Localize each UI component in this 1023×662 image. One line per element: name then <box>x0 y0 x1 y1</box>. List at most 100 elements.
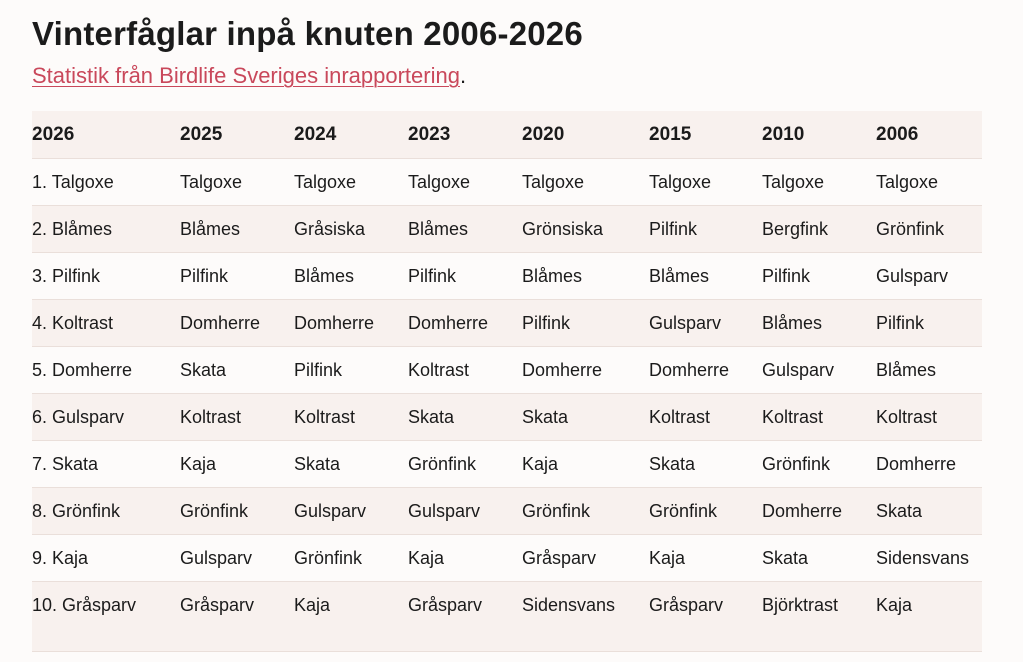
table-cell: Björktrast <box>762 581 876 652</box>
table-cell: Kaja <box>522 440 649 488</box>
table-cell: Pilfink <box>522 299 649 347</box>
table-cell: 4. Koltrast <box>32 299 180 347</box>
table-cell: Talgoxe <box>762 158 876 206</box>
table-cell: Domherre <box>876 440 982 488</box>
table-cell: Skata <box>649 440 762 488</box>
table-cell: Koltrast <box>649 393 762 441</box>
source-link[interactable]: Statistik från Birdlife Sveriges inrappo… <box>32 63 460 88</box>
table-cell: Gråsiska <box>294 205 408 253</box>
table-cell: 5. Domherre <box>32 346 180 394</box>
table-cell: Koltrast <box>294 393 408 441</box>
table-cell: Koltrast <box>408 346 522 394</box>
table-cell: Bergfink <box>762 205 876 253</box>
table-cell: Pilfink <box>294 346 408 394</box>
column-header: 2026 <box>32 111 180 159</box>
column-header: 2020 <box>522 111 649 159</box>
table-cell: 3. Pilfink <box>32 252 180 300</box>
table-cell: Gråsparv <box>180 581 294 652</box>
table-cell: Domherre <box>762 487 876 535</box>
table-cell: 1. Talgoxe <box>32 158 180 206</box>
table-cell: Skata <box>876 487 982 535</box>
table-cell: Gulsparv <box>408 487 522 535</box>
table-cell: Skata <box>762 534 876 582</box>
table-cell: Skata <box>294 440 408 488</box>
bird-ranking-table: 2026 2025 2024 2023 2020 2015 2010 2006 … <box>32 111 982 652</box>
table-cell: Domherre <box>522 346 649 394</box>
table-cell: Kaja <box>294 581 408 652</box>
table-cell: Blåmes <box>876 346 982 394</box>
table-cell: Grönfink <box>876 205 982 253</box>
table-cell: Domherre <box>180 299 294 347</box>
table-cell: Skata <box>408 393 522 441</box>
column-header: 2025 <box>180 111 294 159</box>
table-cell: Koltrast <box>180 393 294 441</box>
table-cell: Blåmes <box>408 205 522 253</box>
table-row: 7. Skata Kaja Skata Grönfink Kaja Skata … <box>32 440 982 488</box>
table-cell: Domherre <box>294 299 408 347</box>
column-header: 2006 <box>876 111 982 159</box>
table-cell: Gulsparv <box>762 346 876 394</box>
table-cell: Grönfink <box>649 487 762 535</box>
table-cell: Gråsparv <box>649 581 762 652</box>
table-cell: Blåmes <box>180 205 294 253</box>
table-cell: Blåmes <box>294 252 408 300</box>
table-cell: Gulsparv <box>649 299 762 347</box>
column-header: 2015 <box>649 111 762 159</box>
table-cell: Blåmes <box>762 299 876 347</box>
article-section: Vinterfåglar inpå knuten 2006-2026 Stati… <box>32 14 982 652</box>
table-cell: 10. Gråsparv <box>32 581 180 652</box>
column-header: 2023 <box>408 111 522 159</box>
table-cell: Pilfink <box>876 299 982 347</box>
table-cell: 7. Skata <box>32 440 180 488</box>
table-cell: Pilfink <box>408 252 522 300</box>
table-cell: Domherre <box>408 299 522 347</box>
table-cell: Grönfink <box>294 534 408 582</box>
table-cell: Talgoxe <box>408 158 522 206</box>
table-cell: Talgoxe <box>180 158 294 206</box>
table-cell: Pilfink <box>180 252 294 300</box>
table-cell: Pilfink <box>762 252 876 300</box>
table-cell: Grönsiska <box>522 205 649 253</box>
table-cell: Gråsparv <box>522 534 649 582</box>
table-cell: Grönfink <box>180 487 294 535</box>
table-cell: Kaja <box>408 534 522 582</box>
table-row: 8. Grönfink Grönfink Gulsparv Gulsparv G… <box>32 487 982 535</box>
table-cell: Gulsparv <box>876 252 982 300</box>
table-row: 5. Domherre Skata Pilfink Koltrast Domhe… <box>32 346 982 394</box>
column-header: 2024 <box>294 111 408 159</box>
table-cell: Blåmes <box>649 252 762 300</box>
table-row: 1. Talgoxe Talgoxe Talgoxe Talgoxe Talgo… <box>32 158 982 206</box>
table-cell: Talgoxe <box>876 158 982 206</box>
table-cell: Gråsparv <box>408 581 522 652</box>
table-cell: Talgoxe <box>649 158 762 206</box>
table-cell: Grönfink <box>762 440 876 488</box>
table-cell: Blåmes <box>522 252 649 300</box>
table-row: 6. Gulsparv Koltrast Koltrast Skata Skat… <box>32 393 982 441</box>
table-cell: Talgoxe <box>294 158 408 206</box>
table-cell: 8. Grönfink <box>32 487 180 535</box>
table-cell: Gulsparv <box>180 534 294 582</box>
table-cell: 6. Gulsparv <box>32 393 180 441</box>
table-row: 3. Pilfink Pilfink Blåmes Pilfink Blåmes… <box>32 252 982 300</box>
table-header-row: 2026 2025 2024 2023 2020 2015 2010 2006 <box>32 111 982 159</box>
table-cell: Koltrast <box>762 393 876 441</box>
table-cell: Koltrast <box>876 393 982 441</box>
subtitle-suffix: . <box>459 63 467 88</box>
table-row: 2. Blåmes Blåmes Gråsiska Blåmes Grönsis… <box>32 205 982 253</box>
table-cell: Skata <box>522 393 649 441</box>
table-cell: Skata <box>180 346 294 394</box>
table-cell: Pilfink <box>649 205 762 253</box>
table-cell: Kaja <box>649 534 762 582</box>
column-header: 2010 <box>762 111 876 159</box>
table-cell: Sidensvans <box>876 534 982 582</box>
table-cell: Talgoxe <box>522 158 649 206</box>
table-cell: Domherre <box>649 346 762 394</box>
table-cell: Grönfink <box>408 440 522 488</box>
subtitle: Statistik från Birdlife Sveriges inrappo… <box>32 62 982 90</box>
table-cell: Gulsparv <box>294 487 408 535</box>
table-cell: Grönfink <box>522 487 649 535</box>
table-cell: 2. Blåmes <box>32 205 180 253</box>
table-cell: 9. Kaja <box>32 534 180 582</box>
table-cell: Sidensvans <box>522 581 649 652</box>
table-row: 10. Gråsparv Gråsparv Kaja Gråsparv Side… <box>32 581 982 652</box>
